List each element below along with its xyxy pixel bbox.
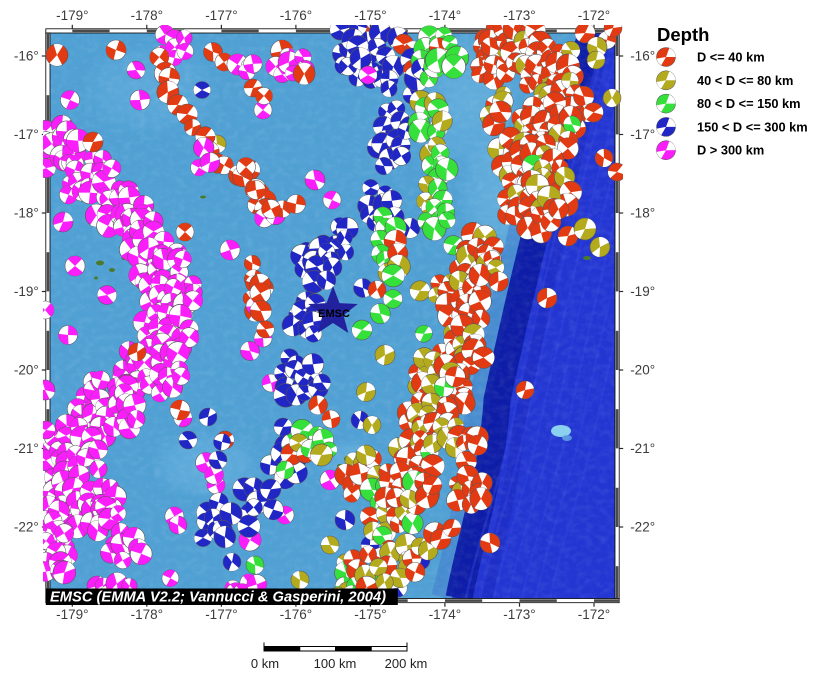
svg-text:-172°: -172° bbox=[578, 8, 610, 23]
svg-text:-20°: -20° bbox=[14, 363, 39, 378]
svg-text:-21°: -21° bbox=[14, 441, 39, 456]
svg-text:-16°: -16° bbox=[630, 49, 655, 64]
svg-text:-175°: -175° bbox=[354, 607, 386, 622]
svg-text:40 < D <= 80 km: 40 < D <= 80 km bbox=[697, 73, 793, 88]
svg-text:-19°: -19° bbox=[630, 284, 655, 299]
svg-text:-17°: -17° bbox=[630, 127, 655, 142]
svg-text:-17°: -17° bbox=[14, 127, 39, 142]
svg-text:-20°: -20° bbox=[630, 363, 655, 378]
svg-text:-174°: -174° bbox=[429, 607, 461, 622]
svg-text:-172°: -172° bbox=[578, 607, 610, 622]
svg-text:EMSC (EMMA V2.2; Vannucci & Ga: EMSC (EMMA V2.2; Vannucci & Gasperini, 2… bbox=[50, 590, 386, 606]
svg-text:80 < D <= 150 km: 80 < D <= 150 km bbox=[697, 96, 801, 111]
svg-text:Depth: Depth bbox=[657, 24, 709, 45]
svg-text:-173°: -173° bbox=[503, 8, 535, 23]
svg-text:-178°: -178° bbox=[131, 8, 163, 23]
svg-text:-16°: -16° bbox=[14, 49, 39, 64]
svg-text:-176°: -176° bbox=[280, 607, 312, 622]
svg-text:-178°: -178° bbox=[131, 607, 163, 622]
svg-text:-173°: -173° bbox=[503, 607, 535, 622]
svg-text:-21°: -21° bbox=[630, 441, 655, 456]
svg-text:D <= 40 km: D <= 40 km bbox=[697, 50, 765, 65]
svg-text:-18°: -18° bbox=[14, 206, 39, 221]
svg-text:-177°: -177° bbox=[205, 8, 237, 23]
svg-text:-176°: -176° bbox=[280, 8, 312, 23]
svg-text:-22°: -22° bbox=[630, 520, 655, 535]
svg-text:D > 300 km: D > 300 km bbox=[697, 143, 764, 158]
svg-text:-19°: -19° bbox=[14, 284, 39, 299]
svg-text:-177°: -177° bbox=[205, 607, 237, 622]
svg-text:-22°: -22° bbox=[14, 520, 39, 535]
svg-text:0 km: 0 km bbox=[251, 656, 279, 671]
svg-text:-18°: -18° bbox=[630, 206, 655, 221]
svg-text:-179°: -179° bbox=[56, 8, 88, 23]
svg-text:EMSC: EMSC bbox=[318, 308, 350, 320]
svg-text:-174°: -174° bbox=[429, 8, 461, 23]
svg-text:100 km: 100 km bbox=[314, 656, 357, 671]
svg-text:200 km: 200 km bbox=[385, 656, 428, 671]
svg-text:150 < D <= 300 km: 150 < D <= 300 km bbox=[697, 119, 808, 134]
svg-text:-179°: -179° bbox=[56, 607, 88, 622]
svg-text:-175°: -175° bbox=[354, 8, 386, 23]
